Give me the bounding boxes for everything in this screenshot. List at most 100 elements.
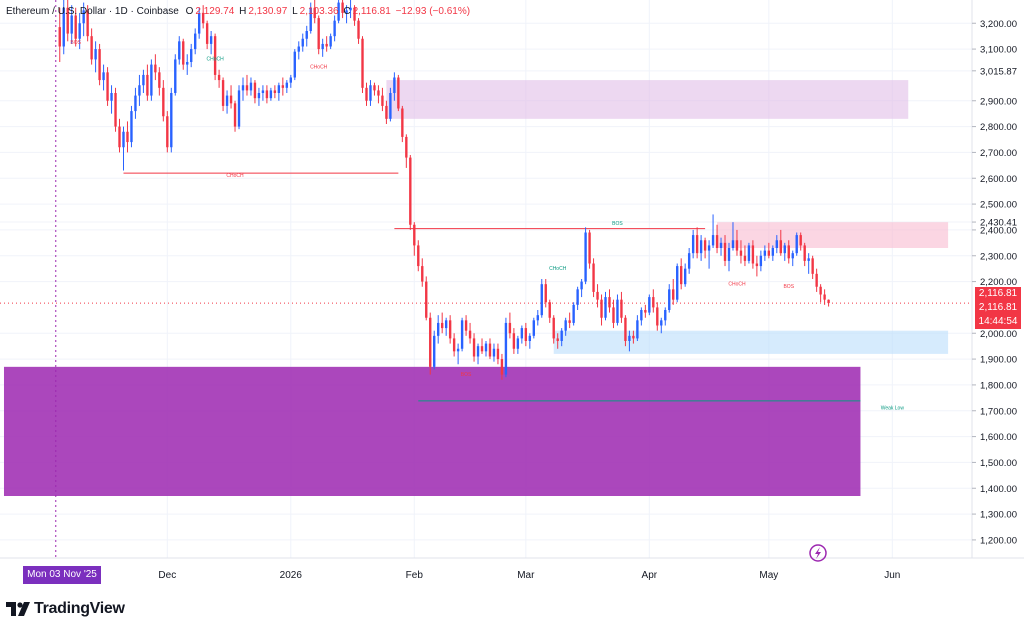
candle-body-175 [755, 263, 759, 267]
time-tick-label-2: Feb [406, 570, 424, 581]
crosshair-date-badge: Mon 03 Nov '25 [23, 566, 101, 584]
candle-body-32 [186, 62, 189, 65]
candle-body-6 [82, 10, 85, 24]
candle-body-8 [90, 36, 93, 60]
candle-body-39 [213, 36, 217, 75]
candle-body-94 [433, 335, 436, 367]
annotation-4: BOS [612, 221, 623, 227]
price-tick-label-3: 2,900.00 [980, 96, 1017, 107]
close-value: 2,116.81 [352, 6, 391, 17]
candle-body-58 [289, 77, 292, 83]
candle-body-140 [616, 299, 619, 323]
candle-body-153 [668, 289, 671, 310]
alert-circle-icon [809, 544, 827, 562]
candle-body-47 [245, 85, 249, 91]
candle-body-15 [118, 126, 121, 148]
candle-body-115 [516, 338, 520, 349]
candle-body-26 [162, 87, 165, 117]
candle-body-86 [401, 108, 404, 137]
zone-2 [717, 222, 949, 248]
lightning-icon [815, 547, 821, 559]
candle-body-45 [237, 90, 241, 127]
candle-body-62 [305, 31, 308, 39]
candle-body-50 [257, 93, 261, 99]
price-tick-label-20: 1,200.00 [980, 535, 1017, 546]
candle-body-31 [182, 41, 185, 65]
candle-body-97 [444, 320, 448, 329]
annotation-9: Weak Low [881, 405, 905, 411]
candle-body-147 [644, 310, 647, 313]
candle-body-116 [520, 328, 524, 339]
symbol-label[interactable]: Ethereum / U.S. Dollar · 1D · Coinbase [6, 6, 179, 17]
candle-body-10 [98, 49, 101, 81]
candle-body-24 [154, 64, 157, 73]
annotation-7: BOS [783, 284, 794, 290]
candle-body-152 [664, 310, 667, 321]
candle-body-148 [648, 297, 651, 313]
candle-body-171 [739, 250, 743, 256]
candle-body-119 [532, 320, 535, 336]
last-price-value-2: 2,116.81 [978, 302, 1018, 313]
candle-body-2 [66, 7, 69, 34]
candle-body-61 [301, 38, 304, 47]
candle-body-37 [205, 23, 209, 44]
candle-body-34 [194, 33, 197, 50]
candle-body-120 [536, 315, 539, 321]
candle-body-22 [146, 74, 149, 96]
time-tick-label-1: 2026 [280, 570, 303, 581]
time-tick-label-4: Apr [642, 570, 658, 581]
candle-body-133 [588, 232, 591, 264]
high-value: 2,130.97 [248, 6, 288, 17]
open-label: O [185, 6, 194, 17]
candle-body-27 [166, 116, 169, 148]
candle-body-184 [791, 253, 794, 259]
annotation-6: CHoCH [728, 281, 746, 287]
time-tick-label-0: Dec [158, 570, 176, 581]
candle-body-100 [456, 348, 460, 352]
candle-body-71 [341, 2, 344, 13]
candle-body-169 [731, 240, 735, 248]
annotation-0: BOS [70, 40, 81, 46]
candle-body-64 [313, 7, 316, 19]
candle-body-121 [540, 284, 543, 316]
candle-body-49 [253, 82, 257, 99]
tradingview-logo[interactable]: TradingView [6, 600, 125, 618]
candle-body-21 [142, 74, 145, 86]
candle-body-188 [807, 258, 810, 261]
candle-body-162 [703, 240, 707, 251]
price-tick-label-10: 2,300.00 [980, 251, 1017, 262]
candle-body-131 [580, 281, 583, 290]
low-value: 2,103.36 [299, 6, 339, 17]
price-tick-label-17: 1,500.00 [980, 458, 1017, 469]
candle-body-74 [353, 7, 356, 21]
price-tick-label-13: 1,900.00 [980, 355, 1017, 366]
candle-body-136 [600, 299, 603, 318]
candle-body-163 [707, 245, 711, 251]
candle-body-9 [94, 49, 97, 60]
candle-body-107 [484, 343, 488, 352]
candle-body-123 [548, 302, 551, 318]
candle-body-141 [620, 299, 623, 318]
candle-body-118 [528, 335, 532, 341]
candle-body-143 [628, 335, 631, 341]
candle-body-4 [74, 15, 77, 39]
candle-body-95 [437, 322, 440, 336]
price-tick-label-19: 1,300.00 [980, 510, 1017, 521]
candle-body-52 [265, 90, 269, 99]
time-tick-label-6: Jun [884, 570, 900, 581]
low-label: L [292, 6, 298, 17]
candle-body-161 [699, 240, 703, 254]
candle-body-51 [261, 90, 265, 93]
candle-body-168 [727, 248, 731, 261]
candle-body-80 [377, 90, 380, 96]
candle-body-23 [150, 64, 153, 96]
candle-body-182 [783, 245, 786, 254]
last-price-badge: 2,116.81 2,116.81 14:44:54 [975, 287, 1021, 329]
candle-body-7 [86, 10, 89, 37]
candle-body-124 [552, 317, 555, 339]
candle-body-96 [440, 322, 444, 329]
price-tick-label-7: 2,500.00 [980, 200, 1017, 211]
zone-1 [386, 80, 909, 119]
candle-body-187 [803, 245, 806, 261]
